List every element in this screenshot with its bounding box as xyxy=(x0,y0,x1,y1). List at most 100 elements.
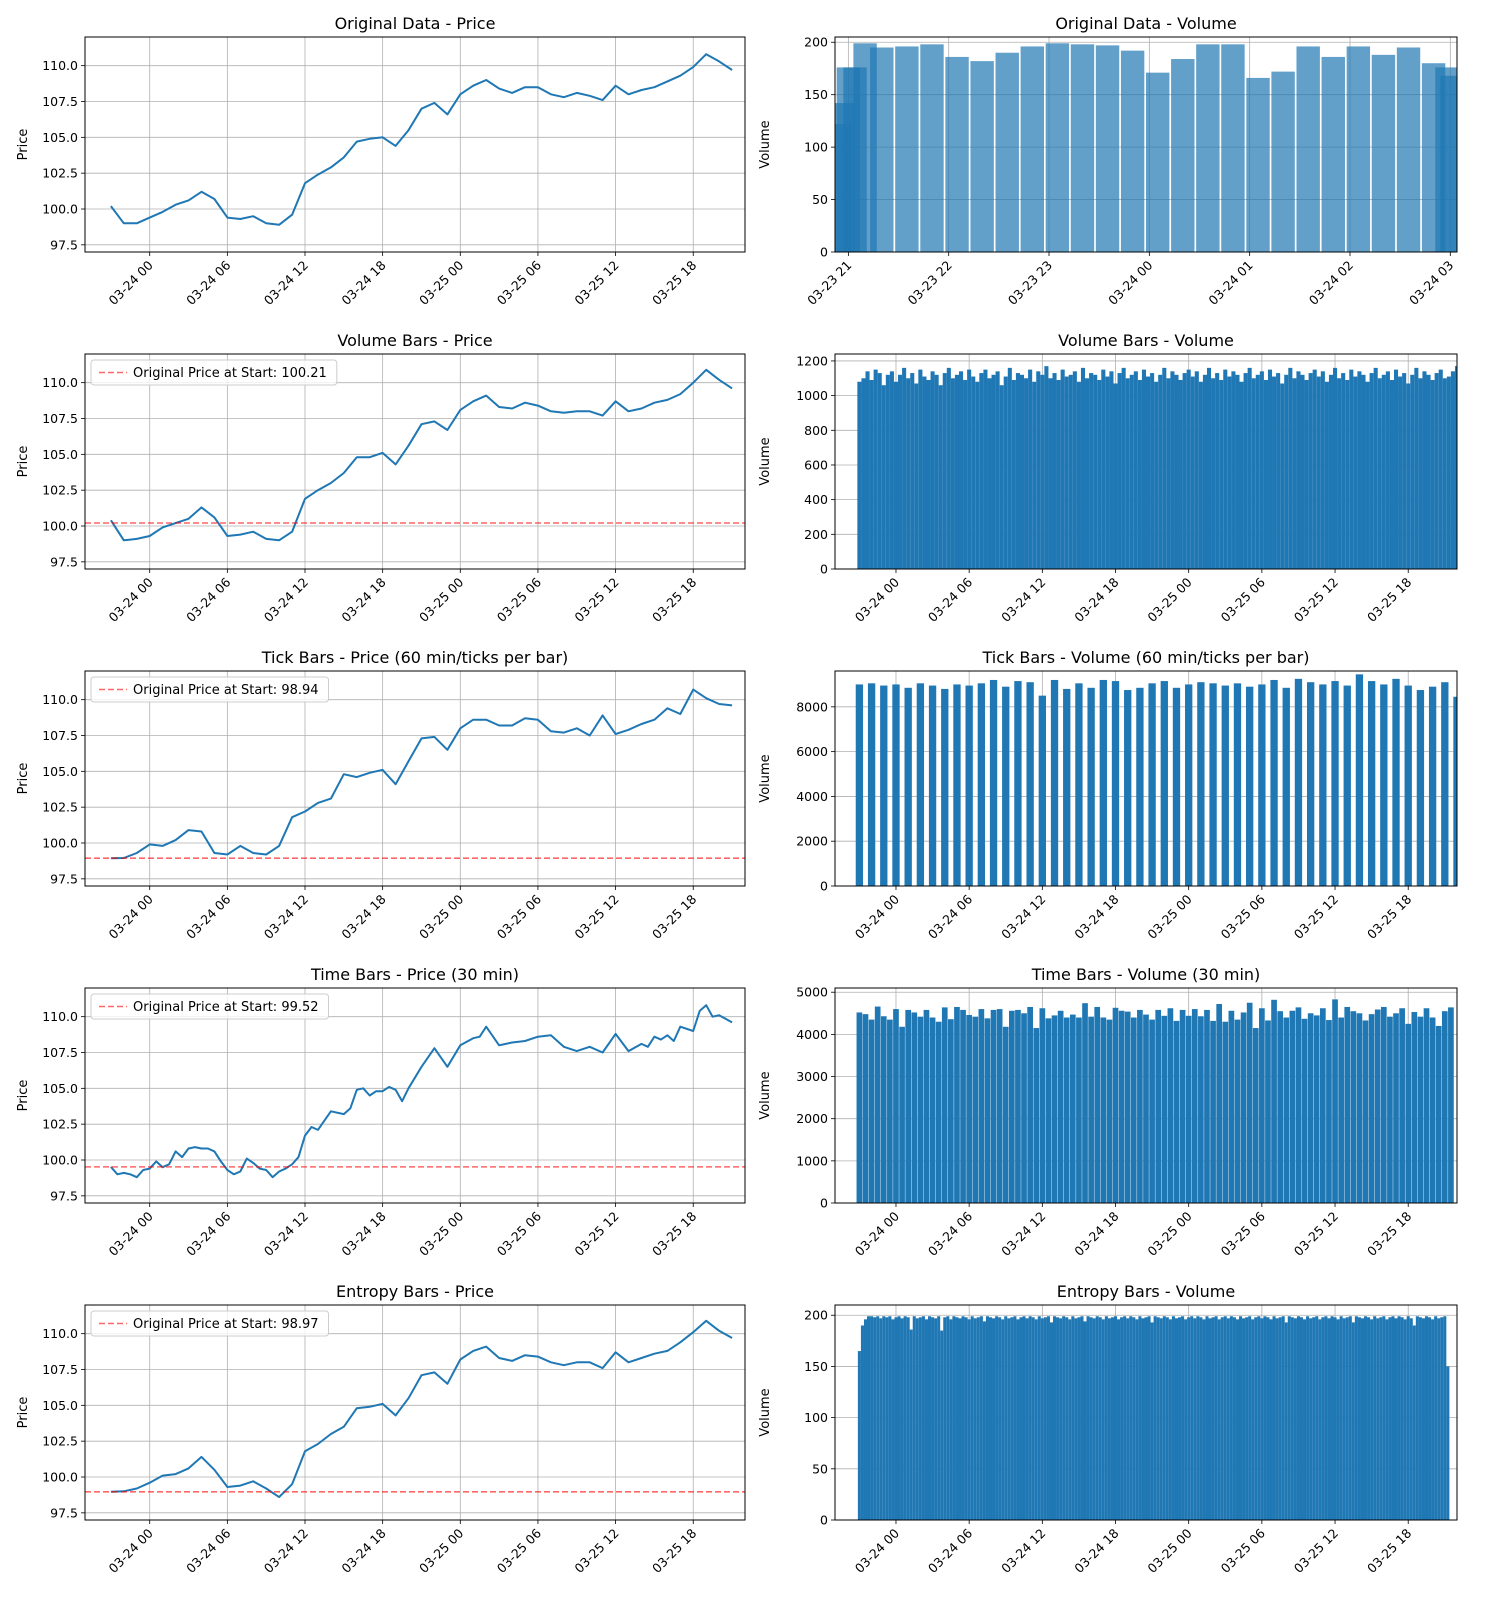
volume-bar xyxy=(1360,1318,1365,1520)
subplot-title: Time Bars - Volume (30 min) xyxy=(1031,965,1261,984)
volume-bar xyxy=(1403,1319,1407,1520)
y-tick-label: 200 xyxy=(804,527,828,542)
x-tick-label: 03-24 06 xyxy=(925,1525,975,1575)
volume-bar xyxy=(1100,1017,1107,1203)
x-tick-label: 03-24 12 xyxy=(998,892,1048,942)
volume-bar xyxy=(1019,374,1025,569)
volume-bar xyxy=(1234,1019,1241,1203)
volume-bar xyxy=(990,1009,997,1203)
volume-bar xyxy=(923,1009,930,1203)
volume-bar xyxy=(1187,1317,1191,1520)
volume-bar xyxy=(958,1318,962,1520)
legend: Original Price at Start: 100.21 xyxy=(90,359,338,386)
y-tick-label: 4000 xyxy=(796,789,828,804)
volume-bar xyxy=(1429,1017,1436,1203)
volume-bar xyxy=(992,1318,996,1520)
axes-frame xyxy=(84,670,746,887)
volume-bar xyxy=(1162,367,1167,569)
volume-bar xyxy=(979,1316,983,1520)
subplot-title: Tick Bars - Price (60 min/ticks per bar) xyxy=(261,648,569,667)
volume-bar xyxy=(1217,1319,1221,1520)
plot-area xyxy=(855,674,1457,886)
volume-bar xyxy=(1371,54,1396,252)
volume-bar xyxy=(895,46,919,252)
volume-bar xyxy=(1300,374,1305,569)
volume-bar xyxy=(1121,367,1126,569)
volume-bar xyxy=(1028,369,1033,569)
volume-bar xyxy=(870,47,894,252)
volume-bar xyxy=(1148,683,1156,886)
volume-bar xyxy=(929,1017,936,1203)
x-tick-label: 03-24 18 xyxy=(1071,1208,1121,1258)
volume-bar xyxy=(1004,1316,1008,1520)
volume-bar xyxy=(1215,373,1220,569)
x-tick-label: 03-24 00 xyxy=(105,574,155,624)
volume-bar xyxy=(1168,1319,1172,1520)
volume-bar xyxy=(1220,1317,1224,1520)
volume-bar xyxy=(1075,683,1083,886)
x-tick-label: 03-25 18 xyxy=(649,1525,699,1575)
y-tick-label: 1000 xyxy=(796,1153,828,1168)
x-tick-label: 03-25 00 xyxy=(1144,1208,1194,1258)
volume-bar xyxy=(1351,1322,1355,1520)
subplot-title: Original Data - Price xyxy=(335,14,496,33)
volume-bar xyxy=(1124,1011,1131,1203)
volume-bar xyxy=(918,1317,922,1520)
y-tick-label: 150 xyxy=(804,1359,828,1374)
volume-bar xyxy=(1141,1318,1145,1520)
volume-bar xyxy=(1211,1317,1215,1520)
y-tick-label: 100 xyxy=(804,1410,828,1425)
volume-bar xyxy=(1156,1317,1160,1520)
volume-bar xyxy=(857,381,862,569)
volume-bar xyxy=(1198,1016,1204,1203)
volume-bar xyxy=(1051,1015,1058,1203)
x-tick-label: 03-25 12 xyxy=(571,575,621,625)
legend: Original Price at Start: 98.97 xyxy=(90,1310,330,1337)
volume-bar xyxy=(1454,366,1457,569)
volume-bar xyxy=(1265,1020,1271,1203)
volume-bar xyxy=(1101,1319,1105,1520)
volume-bar xyxy=(1397,1316,1401,1520)
volume-bar xyxy=(911,1012,918,1203)
volume-bar xyxy=(1060,369,1065,569)
legend: Original Price at Start: 98.94 xyxy=(90,676,330,703)
y-tick-label: 97.5 xyxy=(50,1188,78,1203)
volume-bar xyxy=(1019,1317,1023,1520)
volume-bar xyxy=(1357,371,1362,569)
volume-bar xyxy=(1021,1013,1027,1203)
y-tick-label: 100.0 xyxy=(42,1470,78,1485)
volume-bar xyxy=(1471,373,1475,569)
y-tick-label: 110.0 xyxy=(42,58,78,73)
volume-bar xyxy=(1045,1018,1052,1203)
volume-bar xyxy=(1028,1316,1032,1520)
volume-bar xyxy=(1221,685,1229,886)
y-axis-label: Price xyxy=(16,446,31,478)
volume-bar xyxy=(1294,678,1303,886)
volume-bar xyxy=(906,1317,910,1520)
x-tick-label: 03-24 00 xyxy=(105,891,155,941)
volume-bar xyxy=(941,688,949,886)
volume-bar xyxy=(1228,1010,1235,1203)
volume-bar xyxy=(1292,378,1297,569)
subplot-title: Entropy Bars - Price xyxy=(336,1282,494,1301)
y-axis-label: Volume xyxy=(758,1388,773,1436)
volume-bar xyxy=(1330,1316,1334,1520)
volume-bar xyxy=(1361,374,1366,569)
volume-bar xyxy=(1179,1009,1186,1203)
volume-bar xyxy=(862,1014,869,1203)
volume-bar xyxy=(855,684,864,886)
volume-bar xyxy=(934,374,939,569)
x-tick-label: 03-24 00 xyxy=(105,1208,155,1258)
volume-bar xyxy=(1063,688,1071,886)
x-tick-label: 03-24 18 xyxy=(338,574,388,624)
y-tick-label: 5000 xyxy=(796,985,828,1000)
volume-bar xyxy=(881,385,886,569)
plot-area xyxy=(110,53,733,226)
volume-bar xyxy=(1098,1317,1102,1520)
volume-bar xyxy=(1226,1318,1230,1520)
volume-bar xyxy=(1040,374,1045,569)
volume-bar xyxy=(1411,1012,1418,1203)
volume-bar xyxy=(1414,367,1419,569)
subplot-title: Time Bars - Price (30 min) xyxy=(310,965,519,984)
subplot-title: Entropy Bars - Volume xyxy=(1057,1282,1235,1301)
